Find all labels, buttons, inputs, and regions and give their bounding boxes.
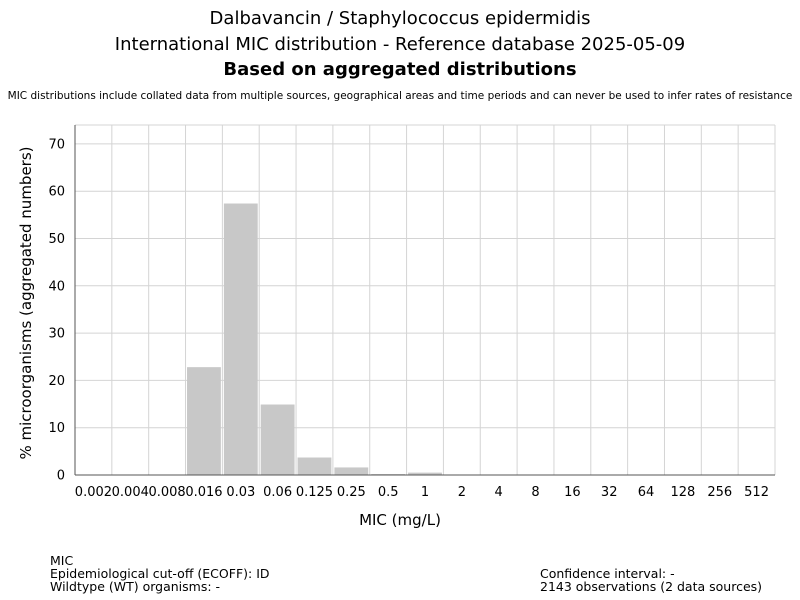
bar: [334, 467, 369, 475]
x-axis-label: MIC (mg/L): [359, 511, 441, 529]
y-tick-label: 0: [57, 469, 65, 484]
x-tick-label: 8: [531, 485, 539, 500]
x-tick-label: 32: [601, 485, 618, 500]
x-tick-label: 0.125: [296, 485, 333, 500]
bar: [408, 472, 442, 475]
x-tick-label: 0.004: [112, 485, 149, 500]
title-line-3: Based on aggregated distributions: [223, 59, 577, 80]
y-tick-label: 20: [48, 374, 65, 389]
x-tick-label: 128: [670, 485, 695, 500]
x-tick-label: 0.5: [378, 485, 399, 500]
title-line-1: Dalbavancin / Staphylococcus epidermidis: [209, 8, 591, 29]
x-tick-label: 2: [458, 485, 466, 500]
footer-right: Confidence interval: - 2143 observations…: [540, 567, 762, 593]
bar: [187, 367, 221, 475]
x-tick-label: 512: [744, 485, 769, 500]
footer-mic: MIC: [50, 553, 74, 568]
bar: [223, 203, 258, 475]
y-tick-label: 30: [48, 327, 65, 342]
x-tick-label: 0.002: [75, 485, 112, 500]
y-tick-label: 60: [48, 185, 65, 200]
chart-title: Dalbavancin / Staphylococcus epidermidis…: [0, 6, 800, 82]
y-tick-label: 50: [48, 232, 65, 247]
x-tick-label: 0.008: [148, 485, 185, 500]
x-tick-label: 1: [421, 485, 429, 500]
bar: [260, 404, 295, 475]
x-tick-label: 256: [707, 485, 732, 500]
y-tick-label: 10: [48, 421, 65, 436]
disclaimer: MIC distributions include collated data …: [7, 90, 793, 102]
footer-left: MIC Epidemiological cut-off (ECOFF): ID …: [50, 554, 270, 593]
y-axis-label: % microorganisms (aggregated numbers): [17, 146, 35, 459]
footer-ecoff: Epidemiological cut-off (ECOFF): ID: [50, 566, 270, 581]
x-tick-label: 0.06: [263, 485, 292, 500]
x-tick-label: 64: [638, 485, 655, 500]
x-tick-label: 4: [495, 485, 503, 500]
x-tick-label: 0.25: [337, 485, 366, 500]
y-tick-label: 40: [48, 279, 65, 294]
y-tick-label: 70: [48, 137, 65, 152]
footer-confidence: Confidence interval: -: [540, 566, 675, 581]
footer-observations: 2143 observations (2 data sources): [540, 579, 763, 594]
title-line-2: International MIC distribution - Referen…: [114, 34, 686, 55]
x-tick-label: 0.016: [185, 485, 222, 500]
x-tick-label: 0.03: [226, 485, 255, 500]
bar: [297, 457, 332, 475]
footer-wildtype: Wildtype (WT) organisms: -: [50, 579, 221, 594]
x-tick-label: 16: [564, 485, 581, 500]
